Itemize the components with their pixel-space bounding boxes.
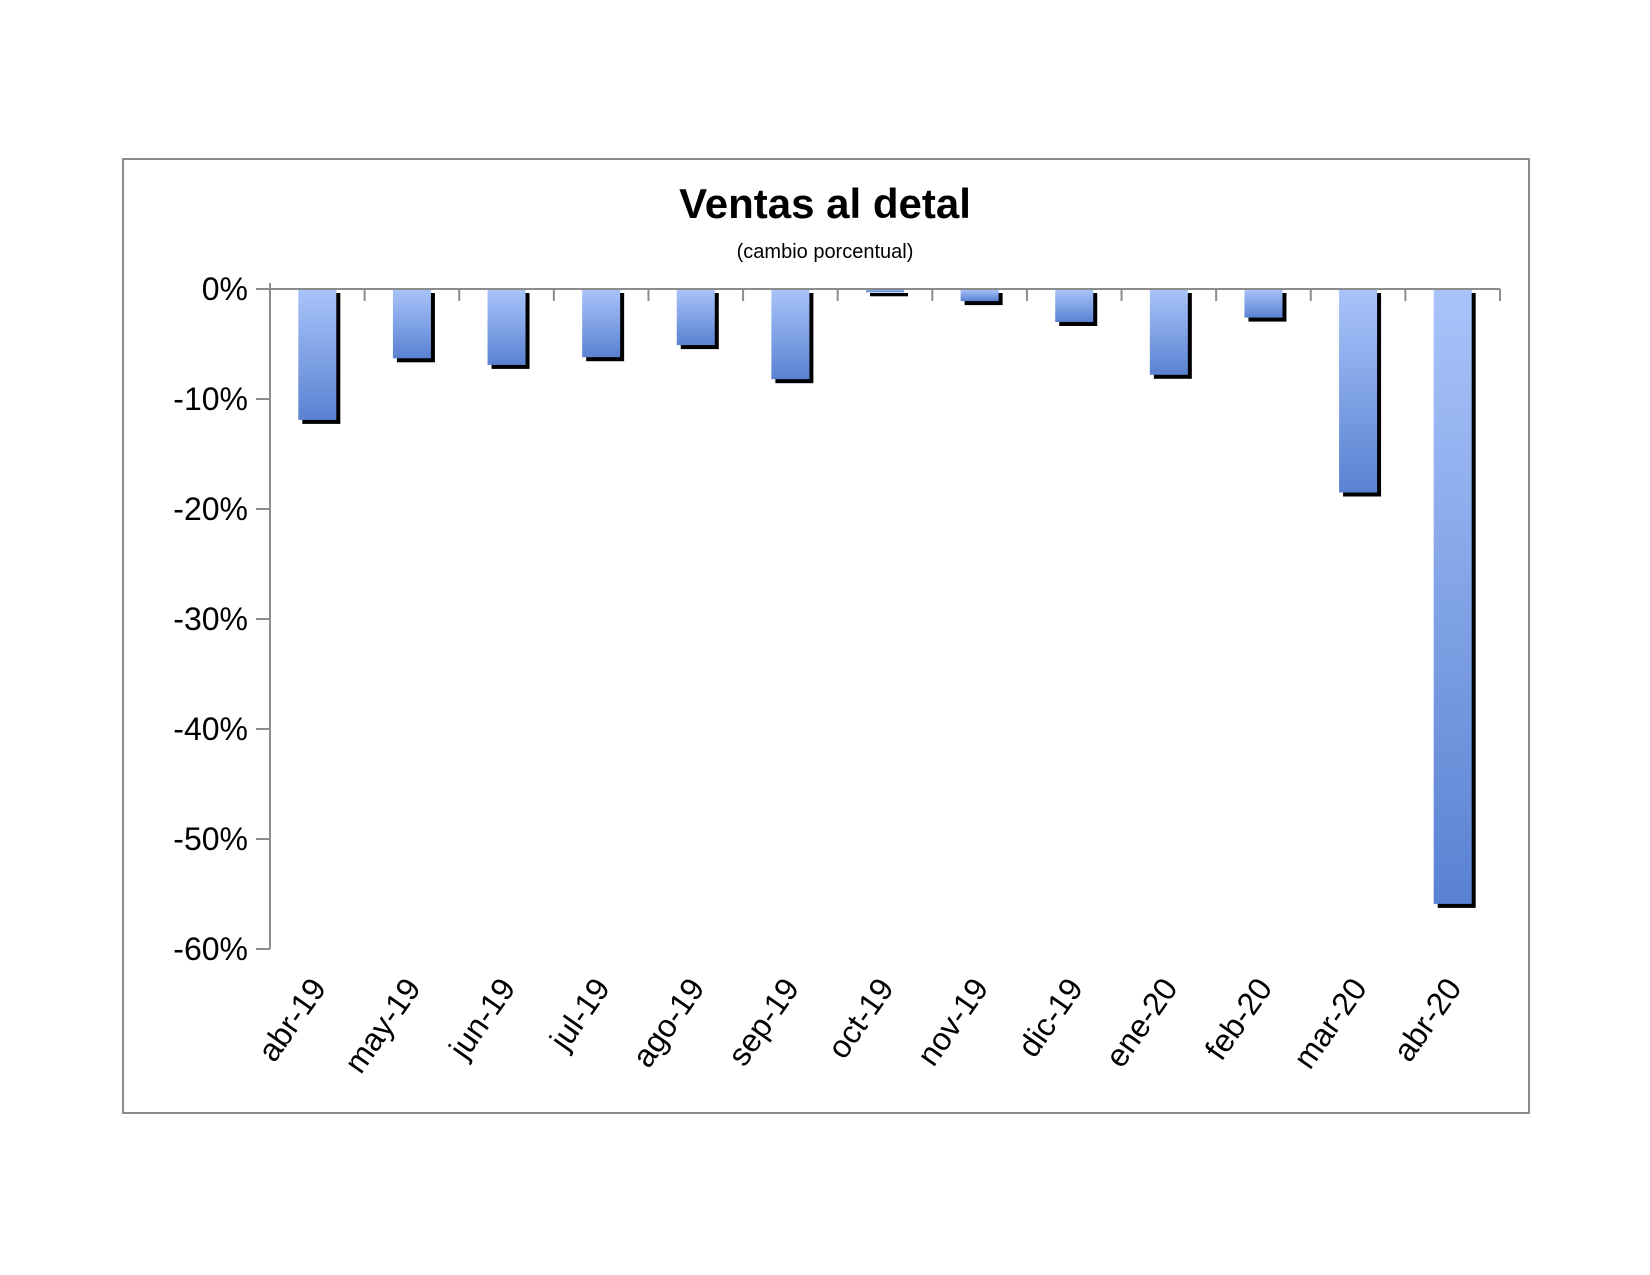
bar-shadow	[870, 293, 908, 297]
y-tick-label: -40%	[173, 711, 248, 747]
bar	[392, 289, 431, 359]
x-tick-label: mar-20	[1286, 971, 1374, 1075]
y-tick-label: -10%	[173, 381, 248, 417]
bar	[676, 289, 715, 346]
x-tick-label: nov-19	[910, 971, 996, 1072]
bars	[298, 289, 1472, 904]
bar	[582, 289, 621, 358]
bar	[487, 289, 526, 365]
x-tick-label: ene-20	[1098, 971, 1185, 1073]
bar	[771, 289, 810, 380]
x-tick-label: ago-19	[625, 971, 712, 1073]
bar	[866, 289, 904, 293]
bar	[1339, 289, 1378, 493]
y-tick-label: -30%	[173, 601, 248, 637]
bar	[1433, 289, 1472, 904]
x-tick-label: jul-19	[542, 971, 617, 1057]
x-tick-label: sep-19	[721, 971, 807, 1072]
x-tick-label: oct-19	[820, 971, 901, 1065]
x-tick-label: abr-19	[250, 971, 333, 1067]
y-tick-label: -20%	[173, 491, 248, 527]
bar-shadows	[302, 293, 1476, 908]
bar	[298, 289, 337, 420]
axes	[256, 283, 1501, 950]
bar	[1055, 289, 1094, 322]
x-tick-label: jun-19	[441, 971, 522, 1065]
bar	[1244, 289, 1283, 318]
x-tick-label: feb-20	[1198, 971, 1280, 1066]
y-tick-label: -50%	[173, 821, 248, 857]
x-tick-label: may-19	[337, 971, 428, 1079]
chart-frame	[122, 158, 1530, 1114]
x-tick-labels: abr-19 may-19 jun-19 jul-19 ago-19 sep-19 oct-…	[250, 971, 1468, 1079]
bar	[1149, 289, 1188, 375]
y-tick-label: 0%	[202, 271, 248, 307]
x-tick-label: dic-19	[1010, 971, 1089, 1063]
chart-title: Ventas al detal	[679, 180, 971, 227]
x-tick-label: abr-20	[1386, 971, 1469, 1067]
bar	[960, 289, 999, 302]
chart-subtitle: (cambio porcentual)	[736, 241, 914, 263]
y-tick-labels: 0% -10% -20% -30% -40% -50% -60%	[173, 271, 248, 967]
y-tick-label: -60%	[173, 931, 248, 967]
